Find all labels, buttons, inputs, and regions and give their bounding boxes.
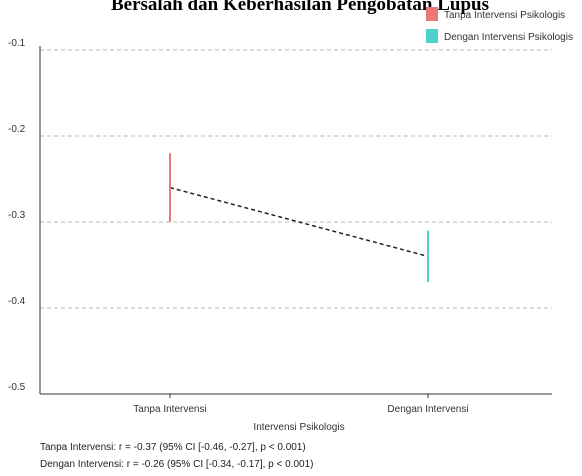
x-tick-label: Dengan Intervensi bbox=[387, 404, 468, 415]
x-tick-labels: Tanpa Intervensi Dengan Intervensi bbox=[133, 404, 468, 415]
y-tick-labels: -0.1 -0.2 -0.3 -0.4 -0.5 bbox=[8, 38, 26, 393]
legend-swatch bbox=[426, 29, 438, 43]
axes bbox=[39, 46, 552, 398]
legend-swatch bbox=[426, 7, 438, 21]
y-tick-label: -0.5 bbox=[8, 382, 26, 393]
annotation-tanpa: Tanpa Intervensi: r = -0.37 (95% CI [-0.… bbox=[40, 442, 306, 453]
y-tick-label: -0.2 bbox=[8, 124, 26, 135]
chart-title: Bersalah dan Keberhasilan Pengobatan Lup… bbox=[111, 0, 489, 15]
x-tick-label: Tanpa Intervensi bbox=[133, 404, 206, 415]
y-tick-label: -0.4 bbox=[8, 296, 26, 307]
y-tick-label: -0.3 bbox=[8, 210, 26, 221]
x-axis-label: Intervensi Psikologis bbox=[253, 422, 344, 433]
legend-label: Tanpa Intervensi Psikologis bbox=[444, 10, 565, 21]
legend-label: Dengan Intervensi Psikologis bbox=[444, 32, 573, 43]
mean-connector-line bbox=[169, 186, 429, 258]
grid-lines bbox=[40, 49, 552, 309]
legend: Tanpa Intervensi Psikologis Dengan Interv… bbox=[426, 7, 573, 43]
data-marks bbox=[169, 153, 429, 283]
annotation-dengan: Dengan Intervensi: r = -0.26 (95% CI [-0… bbox=[40, 459, 314, 470]
y-tick-label: -0.1 bbox=[8, 38, 26, 49]
